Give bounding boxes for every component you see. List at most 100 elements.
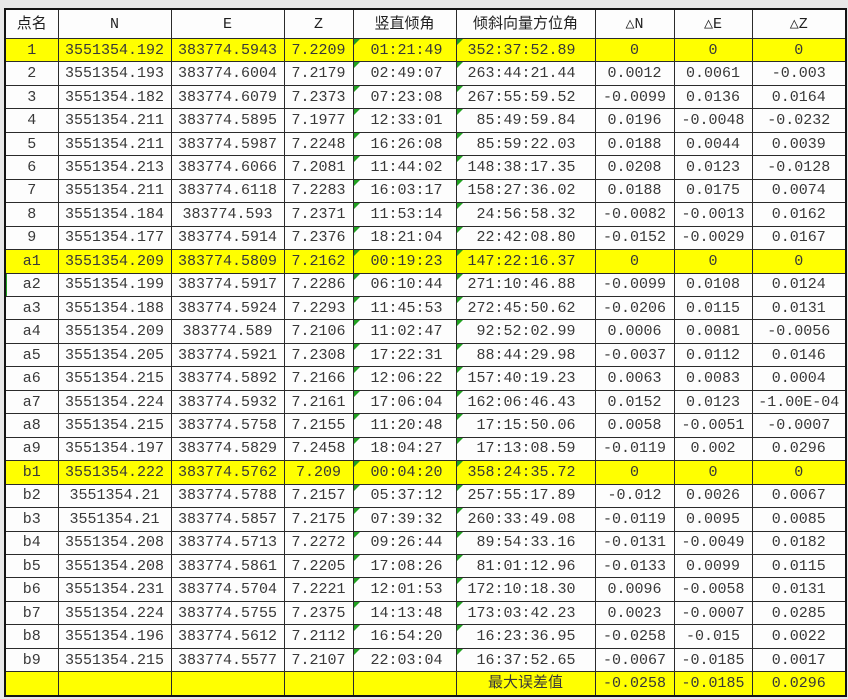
- cell[interactable]: 383774.5943: [170, 37, 285, 63]
- cell[interactable]: 0: [673, 37, 753, 63]
- cell[interactable]: 158:27:36.02: [455, 178, 596, 204]
- cell[interactable]: 24:56:58.32: [455, 202, 596, 227]
- cell[interactable]: 3551354.21: [57, 483, 172, 509]
- cell[interactable]: b6: [4, 577, 59, 602]
- cell[interactable]: [283, 671, 354, 697]
- cell[interactable]: -0.0131: [594, 530, 675, 555]
- cell[interactable]: 383774.5829: [170, 436, 285, 462]
- cell[interactable]: 0.0096: [594, 577, 675, 602]
- cell[interactable]: 18:21:04: [352, 225, 457, 251]
- cell[interactable]: 7.2371: [283, 202, 354, 227]
- cell[interactable]: a6: [4, 366, 59, 391]
- cell[interactable]: 383774.5755: [170, 600, 285, 626]
- cell[interactable]: 383774.5987: [170, 131, 285, 157]
- cell[interactable]: 9: [4, 225, 59, 251]
- cell[interactable]: 7.2458: [283, 436, 354, 462]
- cell[interactable]: 0.0074: [751, 178, 847, 204]
- cell[interactable]: -0.0185: [673, 647, 753, 673]
- cell[interactable]: 0.0044: [673, 131, 753, 157]
- cell[interactable]: 0.002: [673, 436, 753, 462]
- cell[interactable]: -0.0067: [594, 647, 675, 673]
- cell[interactable]: 3551354.205: [57, 342, 172, 368]
- cell[interactable]: -1.00E-04: [751, 389, 847, 415]
- cell[interactable]: -0.0232: [751, 108, 847, 133]
- cell[interactable]: -0.0082: [594, 202, 675, 227]
- cell[interactable]: b4: [4, 530, 59, 555]
- cell[interactable]: -0.0051: [673, 413, 753, 438]
- cell[interactable]: 0.0123: [673, 155, 753, 180]
- cell[interactable]: 7.2106: [283, 319, 354, 344]
- cell[interactable]: 7.2205: [283, 553, 354, 579]
- cell[interactable]: 0: [751, 460, 847, 485]
- cell[interactable]: 0.0099: [673, 553, 753, 579]
- cell[interactable]: 16:23:36.95: [455, 624, 596, 649]
- cell[interactable]: 0.0146: [751, 342, 847, 368]
- cell[interactable]: 17:06:04: [352, 389, 457, 415]
- cell[interactable]: 7.2283: [283, 178, 354, 204]
- cell[interactable]: 383774.5788: [170, 483, 285, 509]
- cell[interactable]: -0.0099: [594, 84, 675, 110]
- cell[interactable]: 383774.5917: [170, 272, 285, 297]
- cell[interactable]: -0.0258: [594, 671, 675, 697]
- cell[interactable]: -0.0133: [594, 553, 675, 579]
- cell[interactable]: -0.0013: [673, 202, 753, 227]
- cell[interactable]: -0.0119: [594, 507, 675, 532]
- cell[interactable]: b5: [4, 553, 59, 579]
- cell[interactable]: 0.0188: [594, 131, 675, 157]
- cell[interactable]: 14:13:48: [352, 600, 457, 626]
- cell[interactable]: 0.0131: [751, 295, 847, 321]
- cell[interactable]: 0.0285: [751, 600, 847, 626]
- cell[interactable]: 0: [751, 249, 847, 274]
- cell[interactable]: -0.0056: [751, 319, 847, 344]
- cell[interactable]: 0.0023: [594, 600, 675, 626]
- cell[interactable]: -0.0206: [594, 295, 675, 321]
- cell[interactable]: 17:08:26: [352, 553, 457, 579]
- cell[interactable]: 383774.5758: [170, 413, 285, 438]
- cell[interactable]: 0.0061: [673, 61, 753, 86]
- cell[interactable]: 0.0006: [594, 319, 675, 344]
- cell[interactable]: 383774.5924: [170, 295, 285, 321]
- cell[interactable]: 7.2221: [283, 577, 354, 602]
- cell[interactable]: 383774.6004: [170, 61, 285, 86]
- cell[interactable]: -0.012: [594, 483, 675, 509]
- cell[interactable]: 383774.5895: [170, 108, 285, 133]
- cell[interactable]: 0.0112: [673, 342, 753, 368]
- cell[interactable]: 0.0175: [673, 178, 753, 204]
- cell[interactable]: 0.0164: [751, 84, 847, 110]
- cell[interactable]: 05:37:12: [352, 483, 457, 509]
- cell[interactable]: 11:02:47: [352, 319, 457, 344]
- cell[interactable]: 3551354.208: [57, 530, 172, 555]
- cell[interactable]: 3551354.208: [57, 553, 172, 579]
- cell[interactable]: 7.2373: [283, 84, 354, 110]
- cell[interactable]: 147:22:16.37: [455, 249, 596, 274]
- cell[interactable]: 11:53:14: [352, 202, 457, 227]
- cell[interactable]: 0.0182: [751, 530, 847, 555]
- cell[interactable]: 260:33:49.08: [455, 507, 596, 532]
- column-header-e[interactable]: E: [170, 8, 285, 39]
- cell[interactable]: 7.2286: [283, 272, 354, 297]
- cell[interactable]: 0.0136: [673, 84, 753, 110]
- cell[interactable]: 1: [4, 37, 59, 63]
- cell[interactable]: 0: [751, 37, 847, 63]
- cell[interactable]: 0.0167: [751, 225, 847, 251]
- cell[interactable]: -0.0099: [594, 272, 675, 297]
- cell[interactable]: 18:04:27: [352, 436, 457, 462]
- cell[interactable]: 89:54:33.16: [455, 530, 596, 555]
- cell[interactable]: 3551354.224: [57, 389, 172, 415]
- cell[interactable]: 5: [4, 131, 59, 157]
- cell[interactable]: 2: [4, 61, 59, 86]
- cell[interactable]: 7.2107: [283, 647, 354, 673]
- cell[interactable]: 0: [673, 249, 753, 274]
- cell[interactable]: 11:20:48: [352, 413, 457, 438]
- cell[interactable]: 3551354.215: [57, 413, 172, 438]
- cell[interactable]: 3551354.211: [57, 178, 172, 204]
- cell[interactable]: 0.0123: [673, 389, 753, 415]
- cell[interactable]: 0.0063: [594, 366, 675, 391]
- cell[interactable]: 0.0196: [594, 108, 675, 133]
- cell[interactable]: 0.0012: [594, 61, 675, 86]
- cell[interactable]: [352, 671, 457, 697]
- cell[interactable]: 3551354.193: [57, 61, 172, 86]
- cell[interactable]: b8: [4, 624, 59, 649]
- cell[interactable]: -0.0258: [594, 624, 675, 649]
- cell[interactable]: 7.2179: [283, 61, 354, 86]
